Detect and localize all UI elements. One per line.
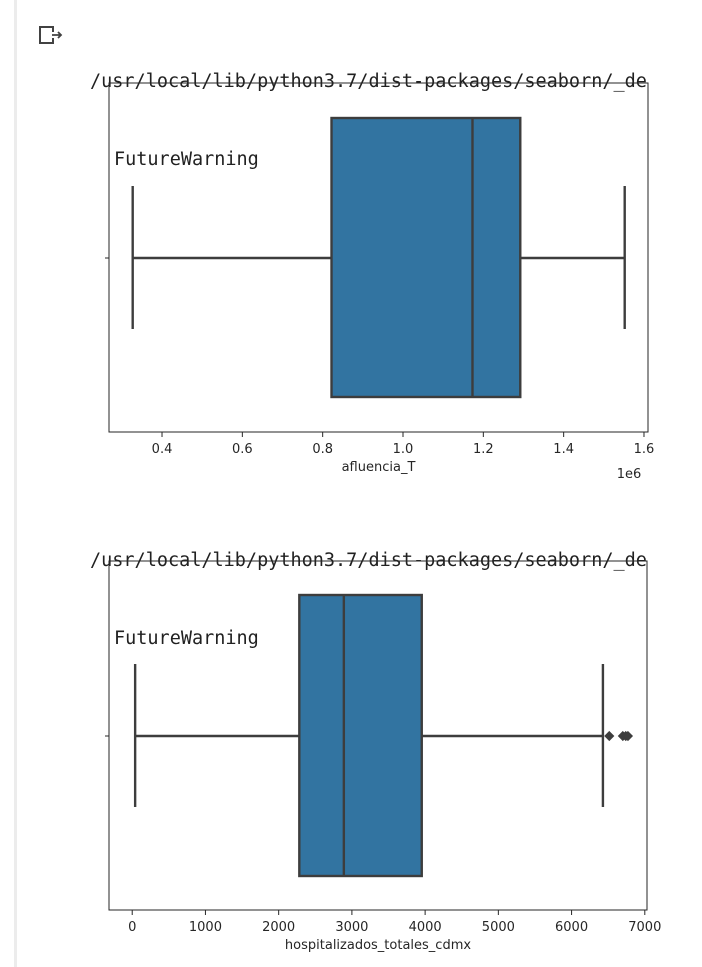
x-tick-label: 7000 (628, 920, 661, 935)
x-axis-label: afluencia_T (342, 460, 416, 475)
x-tick-label: 0.6 (232, 442, 253, 457)
box-iqr (332, 118, 521, 397)
boxplot-hospitalizados-totales-cdmx: 0 1000 2000 3000 4000 5000 6000 7000 hospitaliza… (0, 550, 702, 967)
x-offset-label: 1e6 (617, 467, 642, 482)
output-arrow-icon[interactable] (38, 24, 64, 46)
x-axis-label: hospitalizados_totales_cdmx (285, 938, 471, 953)
x-tick-label: 1.0 (393, 442, 414, 457)
x-tick-label: 1.2 (473, 442, 494, 457)
x-tick-label: 1.4 (553, 442, 574, 457)
x-tick-label: 4000 (409, 920, 442, 935)
boxplot-afluencia-t: 0.4 0.6 0.8 1.0 1.2 1.4 1.6 afluencia_T 1e6 (0, 70, 702, 500)
box-iqr (299, 595, 421, 876)
x-tick-label: 1.6 (634, 442, 655, 457)
x-tick-label: 0 (128, 920, 136, 935)
x-tick-label: 1000 (189, 920, 222, 935)
outlier-point (605, 732, 614, 741)
x-tick-label: 0.8 (312, 442, 333, 457)
x-tick-label: 3000 (335, 920, 368, 935)
x-tick-label: 0.4 (152, 442, 173, 457)
x-tick-label: 5000 (482, 920, 515, 935)
x-tick-label: 6000 (555, 920, 588, 935)
x-tick-label: 2000 (262, 920, 295, 935)
